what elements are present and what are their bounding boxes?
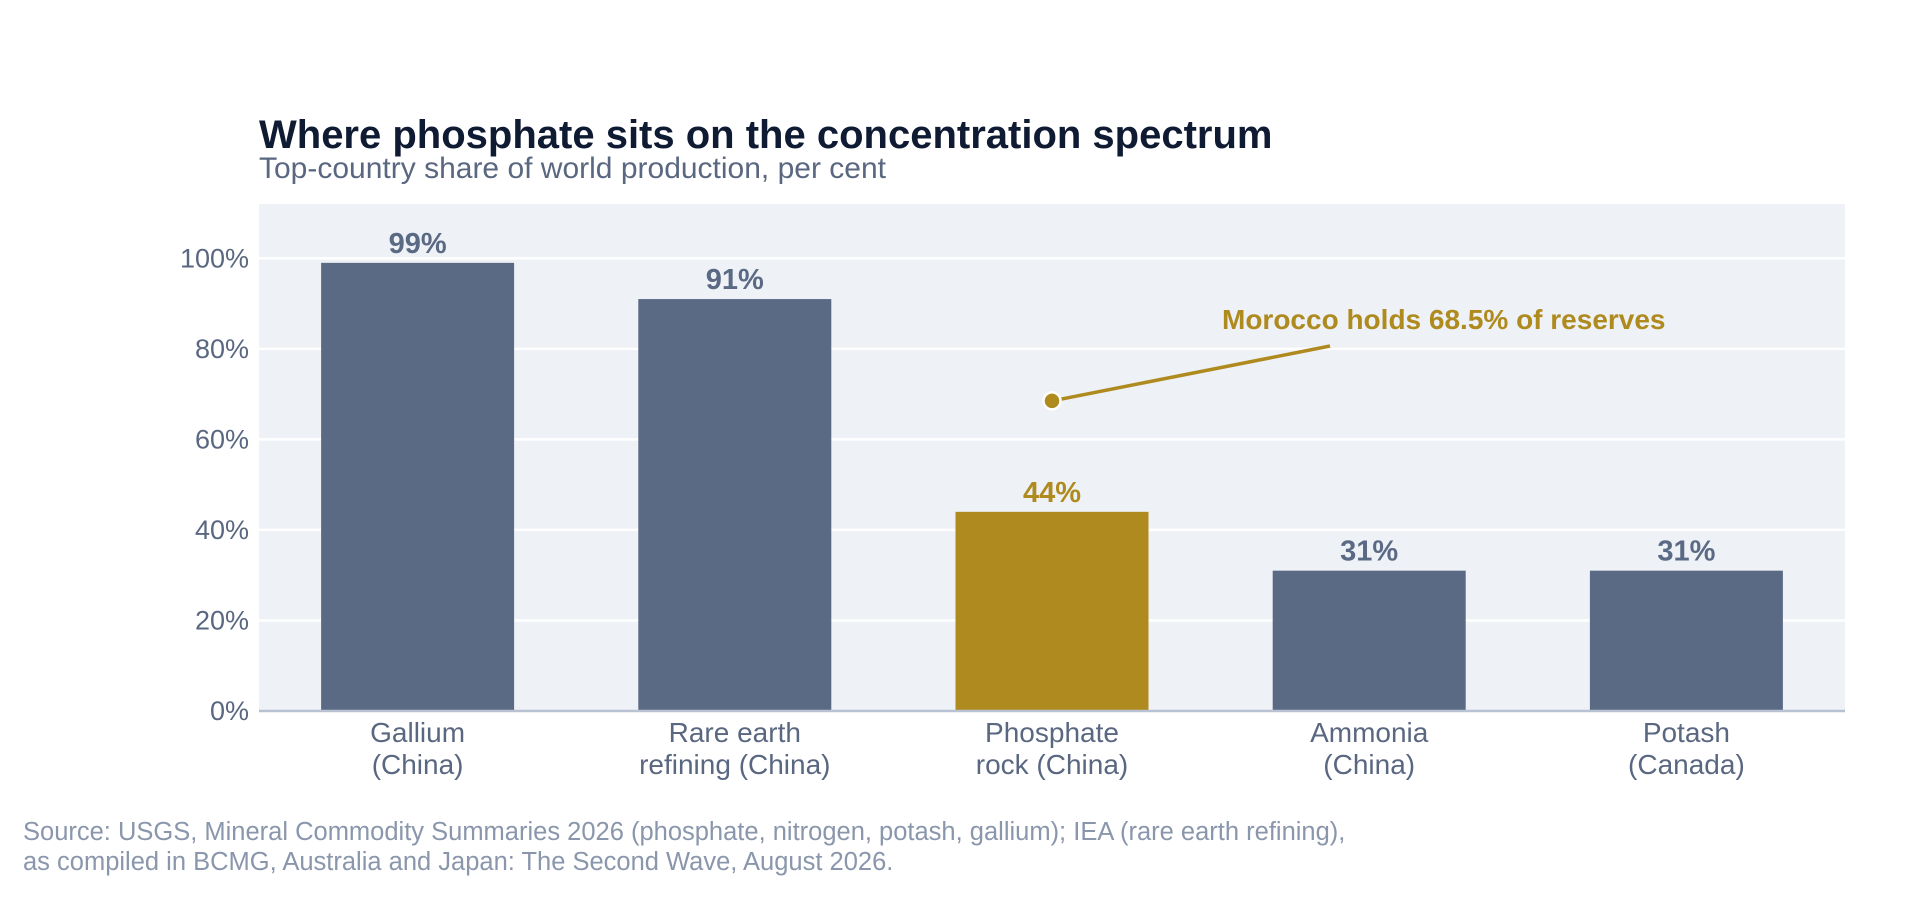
x-axis: Gallium (China) Rare earth refining (China)… <box>370 717 1745 780</box>
data-label: 91% <box>706 264 764 296</box>
y-tick-label: 0% <box>210 696 249 726</box>
bar <box>1589 570 1783 711</box>
x-tick-label: Ammonia (China) <box>1310 717 1429 780</box>
y-tick-label: 40% <box>195 515 249 545</box>
source-note-line-2: as compiled in BCMG, Australia and Japan… <box>23 848 893 876</box>
chart-title: Where phosphate sits on the concentratio… <box>259 113 1272 157</box>
annotation-marker <box>1042 391 1062 411</box>
bars: 99% 91% 44% 31% 31% <box>321 228 1783 711</box>
chart-subtitle: Top-country share of world production, p… <box>259 152 887 185</box>
data-label: 31% <box>1340 536 1398 568</box>
bar <box>321 262 515 711</box>
data-label: 31% <box>1657 536 1715 568</box>
y-tick-label: 60% <box>195 424 249 454</box>
bar <box>638 299 832 711</box>
annotation-leader-line <box>1051 344 1331 403</box>
x-tick-label: Gallium (China) <box>370 717 465 780</box>
data-label: 99% <box>389 228 447 260</box>
y-tick-label: 80% <box>195 334 249 364</box>
annotation-text: Morocco holds 68.5% of reserves <box>1222 304 1666 335</box>
y-axis: 0% 20% 40% 60% 80% 100% <box>180 243 249 726</box>
source-note-line-1: Source: USGS, Mineral Commodity Summarie… <box>23 818 1345 846</box>
x-tick-label: Potash (Canada) <box>1628 717 1745 780</box>
bar <box>955 511 1149 711</box>
x-tick-label: Phosphate rock (China) <box>976 717 1128 780</box>
annotation: Morocco holds 68.5% of reserves <box>1042 304 1666 411</box>
x-tick-label: Rare earth refining (China) <box>639 717 830 780</box>
y-tick-label: 100% <box>180 243 249 273</box>
data-label: 44% <box>1023 477 1081 509</box>
bar <box>1272 570 1466 711</box>
y-tick-label: 20% <box>195 605 249 635</box>
